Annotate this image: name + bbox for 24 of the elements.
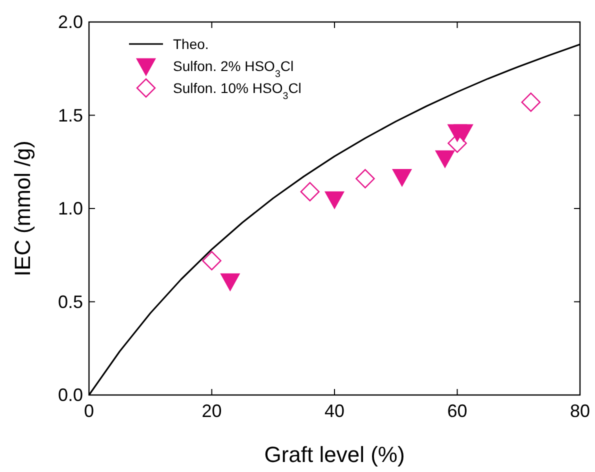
point [300, 182, 320, 202]
y-tick-label: 2.0 [58, 12, 83, 32]
x-tick-label: 0 [84, 401, 94, 421]
point [202, 251, 222, 270]
x-axis-title: Graft level (%) [264, 442, 405, 467]
y-tick-label: 0.5 [58, 292, 83, 312]
y-axis-title: IEC (mmol /g) [10, 140, 35, 276]
point [521, 92, 541, 112]
legend-label: Theo. [173, 36, 209, 52]
legend-label: Sulfon. 2% HSO$_{3}$Cl [173, 58, 294, 80]
legend-label: Sulfon. 10% HSO$_{3}$Cl [173, 80, 302, 102]
y-tick-label: 1.5 [58, 105, 83, 126]
y-tick-label: 0.0 [58, 385, 83, 405]
point [454, 124, 473, 142]
point [356, 169, 375, 188]
x-tick-label: 40 [324, 401, 345, 421]
y-tick-label: 1.0 [58, 198, 83, 218]
point [220, 273, 240, 291]
x-tick-label: 60 [447, 401, 468, 421]
x-tick-label: 80 [570, 401, 590, 421]
x-tick-label: 20 [202, 401, 222, 421]
point [324, 191, 344, 209]
point [392, 168, 412, 186]
point [435, 150, 455, 168]
